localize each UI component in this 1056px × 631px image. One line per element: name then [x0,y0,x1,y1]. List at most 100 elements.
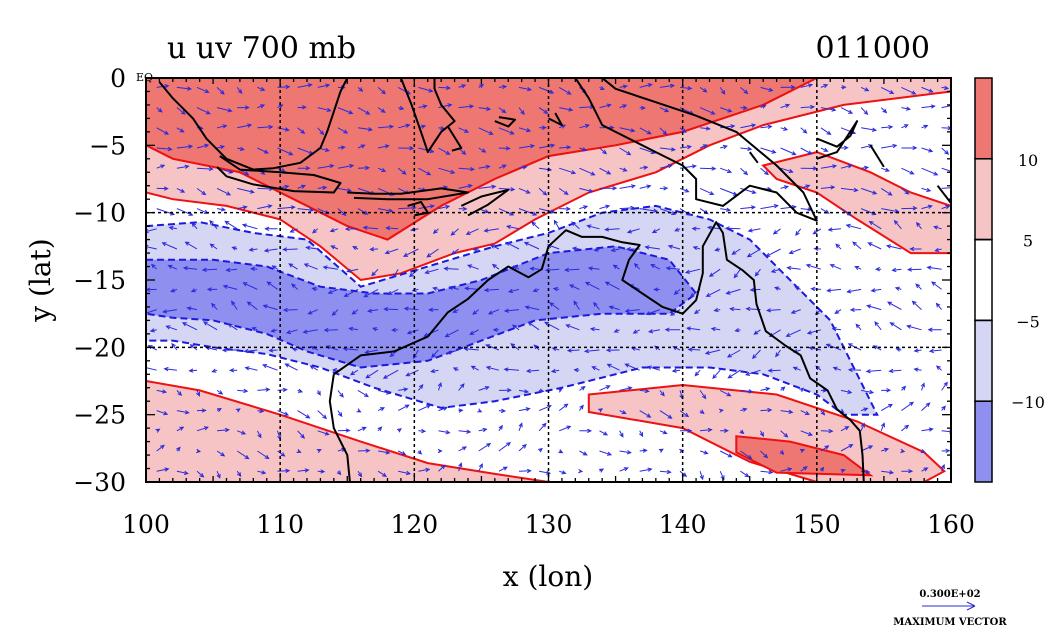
wind-vector-249 [392,268,399,279]
wind-vector-126 [277,205,296,210]
wind-vector-210 [343,288,359,297]
wind-vector-690 [826,288,842,293]
wind-vector-607 [747,228,761,233]
wind-vector-551 [693,309,701,315]
coastline-2 [347,187,469,201]
wind-vector-203 [357,144,366,149]
wind-vector-341 [498,107,507,114]
wind-vector-453 [583,348,600,354]
wind-vector-293 [431,349,439,358]
wind-vector-549 [684,268,701,274]
wind-vector-195 [337,390,344,398]
wind-vector-325 [478,184,497,190]
wind-vector-398 [538,447,543,453]
wind-vector-744 [901,167,915,175]
wind-vector-171 [307,309,318,315]
wind-vector-27 [168,225,177,231]
wind-vector-241 [398,105,405,111]
wind-vector-524 [679,164,697,169]
wind-vector-120 [277,84,291,90]
wind-vector-637 [780,430,789,438]
wind-vector-473 [605,347,620,353]
wind-vector-542 [700,126,711,131]
eq-label: EQ [136,71,153,84]
wind-vector-576 [718,408,725,413]
wind-vector-787 [933,225,942,230]
wind-vector-309 [443,266,459,271]
wind-vector-556 [699,409,705,414]
wind-vector-591 [729,306,741,312]
wind-vector-646 [800,207,813,212]
wind-vector-357 [498,424,503,432]
wind-vector-74 [211,368,218,373]
wind-vector-615 [760,387,771,392]
wind-vector-297 [438,430,451,435]
wind-vector-695 [840,389,853,395]
wind-vector-478 [619,450,632,455]
wind-vector-500 [659,83,676,89]
wind-vector-783 [941,147,950,155]
wind-vector-364 [518,165,528,170]
wind-vector-374 [503,367,520,372]
wind-vector-315 [458,383,465,391]
wind-vector-618 [760,450,769,459]
wind-vector-552 [685,326,701,331]
wind-vector-395 [538,388,545,393]
wind-vector-710 [846,288,862,294]
wind-vector-350 [483,287,499,293]
wind-vector-643 [800,147,813,155]
wind-vector-159 [297,468,310,473]
wind-vector-566 [720,207,732,212]
wind-vector-597 [739,429,745,435]
wind-vector-577 [720,428,729,433]
wind-vector-604 [760,167,769,176]
wind-vector-51 [186,306,198,311]
wind-vector-96 [235,408,241,413]
wind-vector-747 [893,219,902,230]
wind-vector-167 [312,228,319,234]
wind-vector-305 [458,184,473,189]
wind-vector-187 [329,228,339,233]
wind-vector-582 [740,123,757,129]
wind-vector-520 [679,85,693,91]
wind-vector-701 [860,107,869,116]
wind-vector-25 [176,187,186,193]
wind-vector-111 [246,301,258,310]
wind-vector-6 [156,208,176,216]
wind-vector-234 [365,369,379,379]
wind-vector-185 [337,187,353,193]
wind-vector-188 [330,245,339,250]
wind-vector-158 [296,448,302,453]
wind-vector-79 [216,471,221,479]
wind-vector-370 [507,288,520,294]
wind-vector-388 [523,241,540,250]
wind-vector-463 [619,147,632,156]
wind-vector-373 [510,343,520,351]
wind-vector-777 [921,427,934,432]
wind-vector-383 [539,143,556,149]
wind-vector-614 [745,369,761,376]
wind-vector-647 [795,228,802,237]
wind-vector-372 [511,324,520,331]
wind-vector-20 [176,86,193,91]
wind-vector-250 [387,288,399,295]
wind-vector-264 [418,167,432,176]
wind-vector-237 [377,426,383,432]
wind-vector-536 [679,410,690,418]
wind-vector-194 [331,367,338,373]
wind-vector-16 [156,410,169,416]
wind-vector-676 [820,410,826,416]
wind-vector-212 [348,326,359,332]
wind-vector-440 [599,85,605,90]
max-vector-key: 0.300E+02 MAXIMUM VECTOR [893,589,1007,628]
wind-vector-527 [674,227,681,232]
wind-vector-434 [573,367,580,373]
wind-vector-168 [305,245,318,251]
wind-vector-306 [458,206,468,212]
wind-vector-232 [372,327,379,332]
wind-vector-540 [699,86,708,93]
wind-vector-608 [746,248,761,258]
wind-vector-119 [257,470,267,475]
wind-vector-541 [699,107,716,115]
wind-vector-620 [780,85,796,90]
